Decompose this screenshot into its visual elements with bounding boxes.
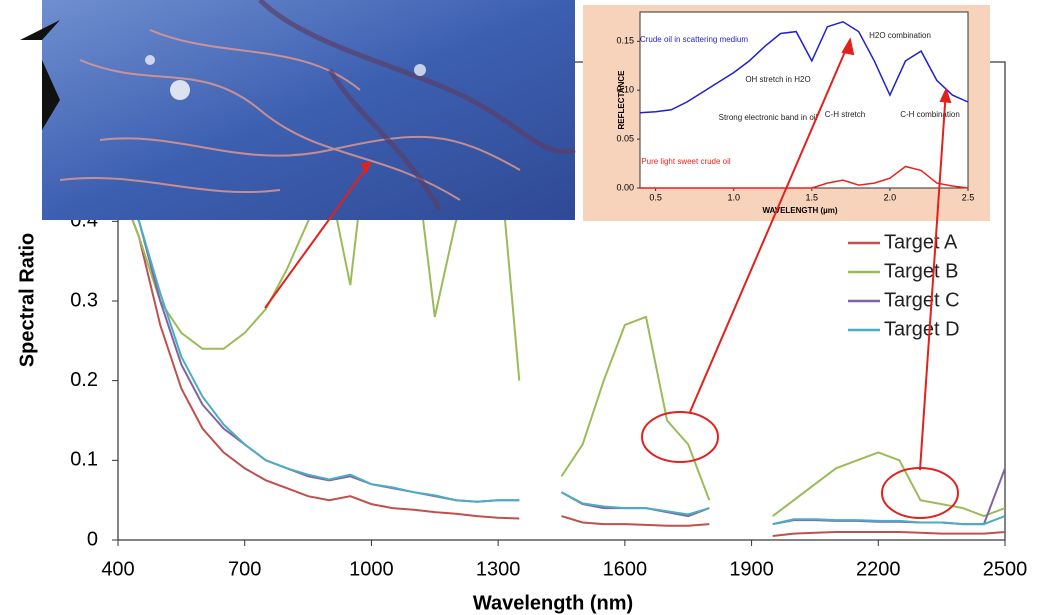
satellite-image [20,0,576,220]
x-tick-label: 1300 [476,558,521,580]
x-axis-label: Wavelength (nm) [473,592,633,614]
x-tick-label: 2.5 [962,192,975,202]
series-line [639,20,969,114]
inset-chart: 0.5 1.0 1.5 2.0 2.5 0.00 0.05 0.10 0.15 WAVELENGT… [616,20,975,215]
y-tick-label: 0.05 [616,133,634,143]
series-line [118,181,1005,526]
x-tick-label: 700 [228,558,261,580]
x-tick-label: 2.0 [884,192,897,202]
y-tick-label: 0.2 [70,369,98,391]
x-tick-label: 1.0 [727,192,740,202]
series-label: Pure light sweet crude oil [641,157,731,166]
series-line [118,181,1005,537]
series-label: Crude oil in scattering medium [640,35,748,44]
annotation: OH stretch in H2O [745,75,810,84]
annotation: Strong electronic band in oil [719,113,818,122]
y-tick-label: 0.15 [616,36,634,46]
x-tick-label: 1900 [729,558,774,580]
x-tick-label: 1600 [603,558,648,580]
y-tick-label: 0.1 [70,449,98,471]
y-tick-label: 0.10 [616,85,634,95]
y-tick-label: 0.00 [616,182,634,192]
annotation: H2O combination [869,31,931,40]
x-tick-label: 1.5 [806,192,819,202]
x-tick-label: 0.5 [649,192,662,202]
x-tick-label: 2500 [983,558,1028,580]
x-tick-label: 400 [101,558,134,580]
y-axis-label: Spectral Ratio [16,233,38,367]
legend-label: Target A [884,231,958,253]
y-tick-label: 0.3 [70,289,98,311]
legend-label: Target C [884,289,960,311]
inset-panel [583,5,990,221]
legend-label: Target B [884,260,958,282]
annotation: C-H stretch [825,110,865,119]
main-chart: 400 700 1000 1300 1600 1900 2200 2500 0 0.1 0.2 0.3… [16,100,1028,614]
annotation: C-H combination [900,110,960,119]
series-group [118,100,1005,537]
x-tick-label: 2200 [856,558,901,580]
y-axis-label: REFLECTANCE [617,70,626,130]
y-tick-label: 0 [87,528,98,550]
x-axis-label: WAVELENGTH (µm) [762,206,837,215]
x-tick-label: 1000 [349,558,394,580]
legend-label: Target D [884,318,960,340]
callouts [264,37,959,519]
series-line [640,165,969,189]
